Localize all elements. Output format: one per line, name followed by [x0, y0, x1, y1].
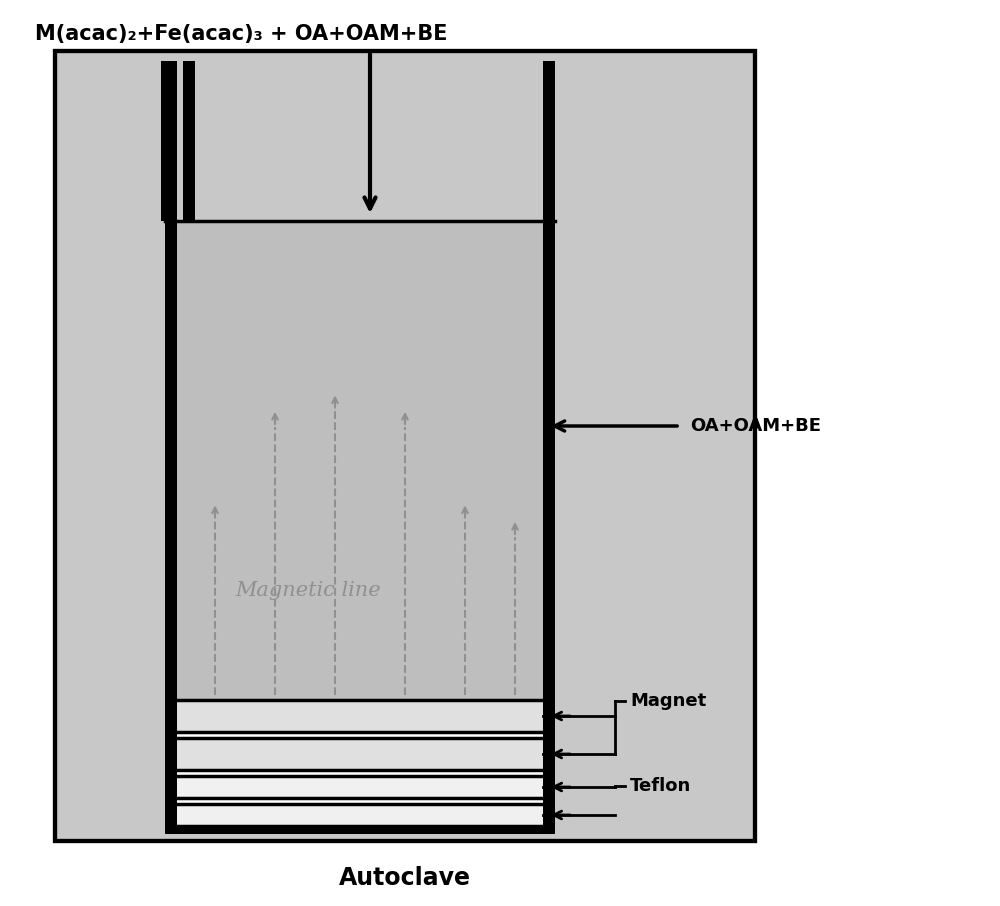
Bar	[177, 700, 543, 732]
Bar	[165, 221, 177, 834]
Bar	[161, 61, 177, 221]
Text: Teflon: Teflon	[630, 777, 691, 795]
Text: M(acac)₂+Fe(acac)₃ + OA+OAM+BE: M(acac)₂+Fe(acac)₃ + OA+OAM+BE	[35, 24, 448, 44]
Bar	[177, 221, 543, 826]
Bar	[55, 51, 755, 841]
Bar	[177, 804, 543, 826]
Bar	[55, 51, 755, 841]
Bar	[177, 221, 543, 700]
Bar	[177, 738, 543, 770]
Text: Autoclave: Autoclave	[339, 866, 471, 890]
Bar	[543, 61, 555, 221]
Bar	[183, 61, 195, 221]
Bar	[177, 776, 543, 798]
Bar	[165, 826, 555, 834]
Text: OA+OAM+BE: OA+OAM+BE	[690, 417, 821, 435]
Text: Magnetic line: Magnetic line	[235, 581, 381, 600]
Bar	[543, 221, 555, 834]
Text: Magnet: Magnet	[630, 692, 706, 710]
